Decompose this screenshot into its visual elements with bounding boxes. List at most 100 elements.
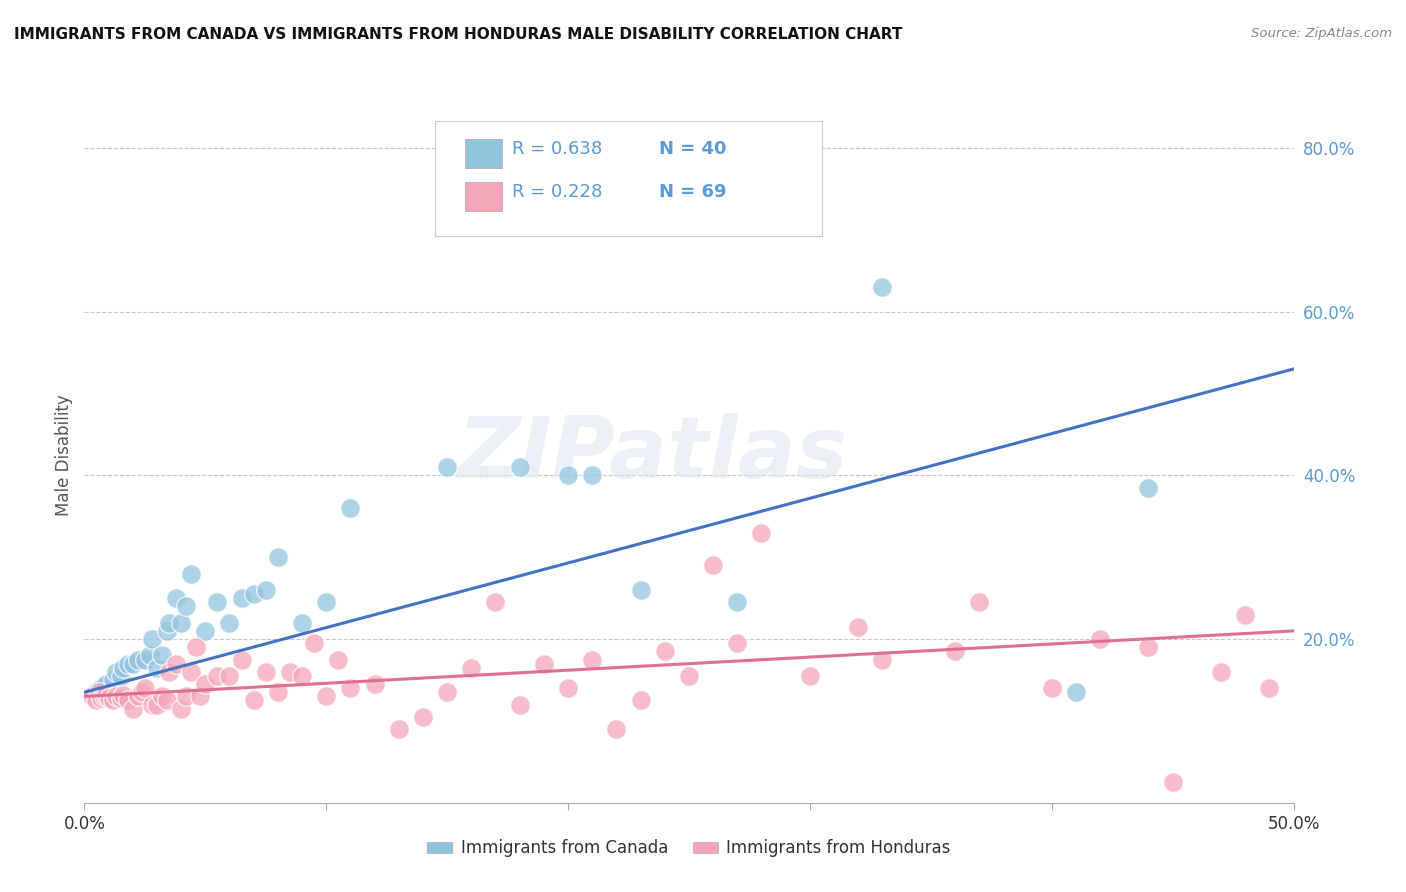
Point (267, 550, 290, 565)
Point (165, 591, 187, 606)
Point (104, 690, 127, 704)
Point (180, 566, 202, 581)
Point (131, 685, 153, 699)
Point (315, 690, 337, 704)
Point (104, 665, 127, 679)
Point (388, 722, 411, 736)
Point (242, 693, 264, 707)
Point (138, 648, 160, 663)
Point (134, 681, 156, 696)
Point (509, 460, 531, 475)
Point (170, 701, 193, 715)
Point (231, 652, 253, 666)
Point (103, 673, 125, 687)
Text: IMMIGRANTS FROM CANADA VS IMMIGRANTS FROM HONDURAS MALE DISABILITY CORRELATION C: IMMIGRANTS FROM CANADA VS IMMIGRANTS FRO… (14, 27, 903, 42)
Point (291, 669, 314, 683)
Point (157, 615, 180, 630)
Point (86, 685, 108, 699)
Point (141, 632, 163, 646)
Point (654, 644, 676, 658)
Text: N = 69: N = 69 (659, 183, 727, 201)
Point (194, 624, 217, 638)
Point (1137, 481, 1160, 495)
Point (127, 690, 149, 704)
FancyBboxPatch shape (434, 121, 823, 235)
Point (127, 652, 149, 666)
Text: N = 40: N = 40 (659, 140, 727, 158)
Point (725, 636, 748, 650)
Point (155, 624, 177, 638)
Text: Source: ZipAtlas.com: Source: ZipAtlas.com (1251, 27, 1392, 40)
Text: R = 0.638: R = 0.638 (512, 140, 603, 158)
Point (412, 710, 434, 724)
Point (315, 595, 337, 609)
Point (363, 677, 385, 691)
Point (339, 501, 361, 516)
Point (90, 691, 112, 706)
Point (967, 595, 990, 609)
Point (278, 665, 301, 679)
Point (557, 468, 579, 483)
Point (328, 652, 350, 666)
Point (581, 652, 603, 666)
FancyBboxPatch shape (465, 139, 502, 169)
Point (1161, 775, 1184, 789)
FancyBboxPatch shape (465, 182, 502, 211)
Point (943, 644, 966, 658)
Point (110, 669, 132, 683)
Point (1064, 685, 1087, 699)
Point (134, 652, 156, 666)
Point (170, 615, 193, 630)
Point (190, 690, 212, 704)
Point (150, 690, 173, 704)
Point (1040, 681, 1063, 696)
Point (1137, 640, 1160, 655)
Point (150, 648, 173, 663)
Point (460, 661, 482, 675)
Point (1258, 681, 1281, 696)
Text: R = 0.228: R = 0.228 (512, 183, 603, 201)
Point (155, 693, 177, 707)
Point (117, 693, 139, 707)
Point (751, 525, 773, 540)
Point (846, 620, 869, 634)
Point (94, 688, 117, 702)
Point (291, 615, 314, 630)
Point (112, 688, 135, 702)
Point (90, 681, 112, 696)
Point (110, 691, 132, 706)
Point (484, 595, 506, 609)
Point (254, 665, 277, 679)
Point (180, 665, 202, 679)
Point (112, 661, 135, 675)
Point (267, 685, 290, 699)
Point (799, 669, 821, 683)
Point (1209, 665, 1232, 679)
Y-axis label: Male Disability: Male Disability (55, 394, 73, 516)
Point (146, 698, 169, 712)
Point (207, 669, 229, 683)
Point (242, 587, 264, 601)
Point (630, 582, 652, 597)
Point (80, 690, 103, 704)
Point (1088, 632, 1111, 646)
Point (97, 691, 120, 706)
Legend: Immigrants from Canada, Immigrants from Honduras: Immigrants from Canada, Immigrants from … (420, 833, 957, 864)
Point (157, 665, 180, 679)
Point (702, 558, 724, 573)
Point (121, 657, 143, 671)
Point (725, 595, 748, 609)
Point (121, 701, 143, 715)
Point (94, 677, 117, 691)
Point (436, 460, 458, 475)
Point (872, 652, 894, 666)
Point (509, 698, 531, 712)
Point (231, 591, 253, 606)
Point (254, 582, 277, 597)
Point (117, 657, 139, 671)
Point (86, 693, 108, 707)
Point (630, 693, 652, 707)
Point (302, 636, 325, 650)
Point (103, 693, 125, 707)
Point (605, 722, 627, 736)
